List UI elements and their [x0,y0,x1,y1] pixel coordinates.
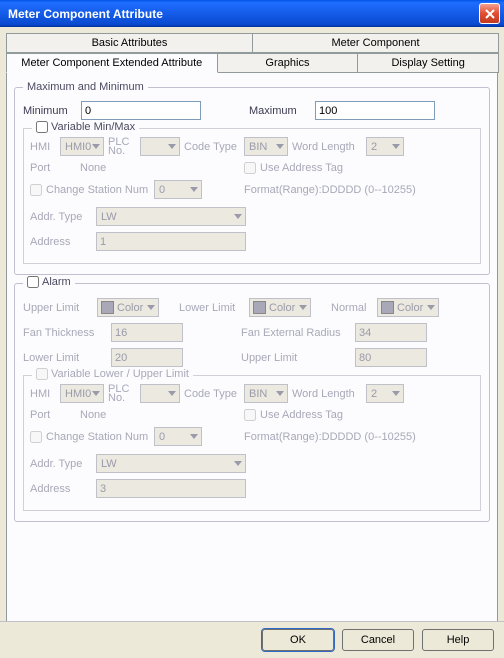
checkbox-alarm-change-station-num: Change Station Num [30,431,150,443]
select-hmi: HMI0 [60,137,104,156]
label-normal-color: Normal [331,302,373,314]
label-port: Port [30,162,76,174]
input-lower-limit [111,348,183,367]
select-alarm-plc-no [140,384,180,403]
group-max-min: Maximum and Minimum Minimum Maximum Vari… [14,81,490,275]
checkbox-alarm-input[interactable] [27,276,39,288]
value-port: None [80,162,240,174]
label-maximum: Maximum [249,105,311,117]
label-word-length: Word Length [292,141,362,153]
group-alarm: Alarm Upper Limit Color Lower Limit Colo… [14,283,490,522]
select-alarm-code-type: BIN [244,384,288,403]
label-fan-thickness: Fan Thickness [23,327,107,339]
select-alarm-station-num: 0 [154,427,202,446]
checkbox-alarm[interactable]: Alarm [23,276,75,288]
checkbox-variable-minmax[interactable]: Variable Min/Max [32,121,139,133]
checkbox-change-station-num: Change Station Num [30,184,150,196]
input-upper-limit [355,348,427,367]
select-alarm-word-length: 2 [366,384,404,403]
label-alarm-format-range: Format(Range):DDDDD (0--10255) [244,431,416,443]
dialog-content: Basic Attributes Meter Component Meter C… [0,27,504,621]
select-plc-no [140,137,180,156]
label-alarm-plc-no: PLC No. [108,385,136,403]
input-minimum[interactable] [81,101,201,120]
window-title: Meter Component Attribute [8,7,479,21]
select-word-length: 2 [366,137,404,156]
label-minimum: Minimum [23,105,77,117]
value-alarm-port: None [80,409,240,421]
select-addr-type: LW [96,207,246,226]
label-hmi: HMI [30,141,56,153]
label-code-type: Code Type [184,141,240,153]
checkbox-variable-limits: Variable Lower / Upper Limit [32,368,193,380]
select-normal-color: Color [377,298,439,317]
label-alarm-word-length: Word Length [292,388,362,400]
input-alarm-address [96,479,246,498]
help-button[interactable]: Help [422,629,494,651]
cancel-button[interactable]: Cancel [342,629,414,651]
label-alarm-addr-type: Addr. Type [30,458,92,470]
label-alarm: Alarm [42,276,71,288]
select-lower-color: Color [249,298,311,317]
select-alarm-addr-type: LW [96,454,246,473]
label-format-range: Format(Range):DDDDD (0--10255) [244,184,416,196]
input-address [96,232,246,251]
tabs-row-2: Meter Component Extended Attribute Graph… [6,53,498,73]
label-address: Address [30,236,92,248]
close-icon [485,9,495,19]
group-variable-minmax: Variable Min/Max HMI HMI0 PLC No. Code T… [23,128,481,264]
checkbox-variable-minmax-input[interactable] [36,121,48,133]
label-upper-limit-color: Upper Limit [23,302,93,314]
label-lower-limit-color: Lower Limit [179,302,245,314]
label-alarm-code-type: Code Type [184,388,240,400]
select-station-num: 0 [154,180,202,199]
group-variable-limits: Variable Lower / Upper Limit HMI HMI0 PL… [23,375,481,511]
select-code-type: BIN [244,137,288,156]
label-variable-minmax: Variable Min/Max [51,121,135,133]
close-button[interactable] [479,3,500,24]
tabs-row-1: Basic Attributes Meter Component [6,33,498,53]
titlebar: Meter Component Attribute [0,0,504,27]
tab-display-setting[interactable]: Display Setting [357,53,499,73]
label-upper-limit-val: Upper Limit [241,352,351,364]
label-alarm-address: Address [30,483,92,495]
label-addr-type: Addr. Type [30,211,92,223]
label-alarm-hmi: HMI [30,388,56,400]
label-lower-limit-val: Lower Limit [23,352,107,364]
tab-basic-attributes[interactable]: Basic Attributes [6,33,253,53]
label-fan-external-radius: Fan External Radius [241,327,351,339]
label-plc-no: PLC No. [108,138,136,156]
tab-meter-component[interactable]: Meter Component [252,33,499,53]
ok-button[interactable]: OK [262,629,334,651]
input-fan-thickness [111,323,183,342]
label-variable-limits: Variable Lower / Upper Limit [51,368,189,380]
label-alarm-port: Port [30,409,76,421]
select-upper-color: Color [97,298,159,317]
checkbox-use-address-tag: Use Address Tag [244,162,343,174]
input-maximum[interactable] [315,101,435,120]
tab-panel: Maximum and Minimum Minimum Maximum Vari… [6,73,498,625]
checkbox-alarm-use-address-tag: Use Address Tag [244,409,343,421]
tab-extended-attribute[interactable]: Meter Component Extended Attribute [6,53,218,73]
legend-max-min: Maximum and Minimum [23,81,148,93]
button-bar: OK Cancel Help [0,621,504,657]
tab-graphics[interactable]: Graphics [217,53,359,73]
select-alarm-hmi: HMI0 [60,384,104,403]
input-fan-external-radius [355,323,427,342]
